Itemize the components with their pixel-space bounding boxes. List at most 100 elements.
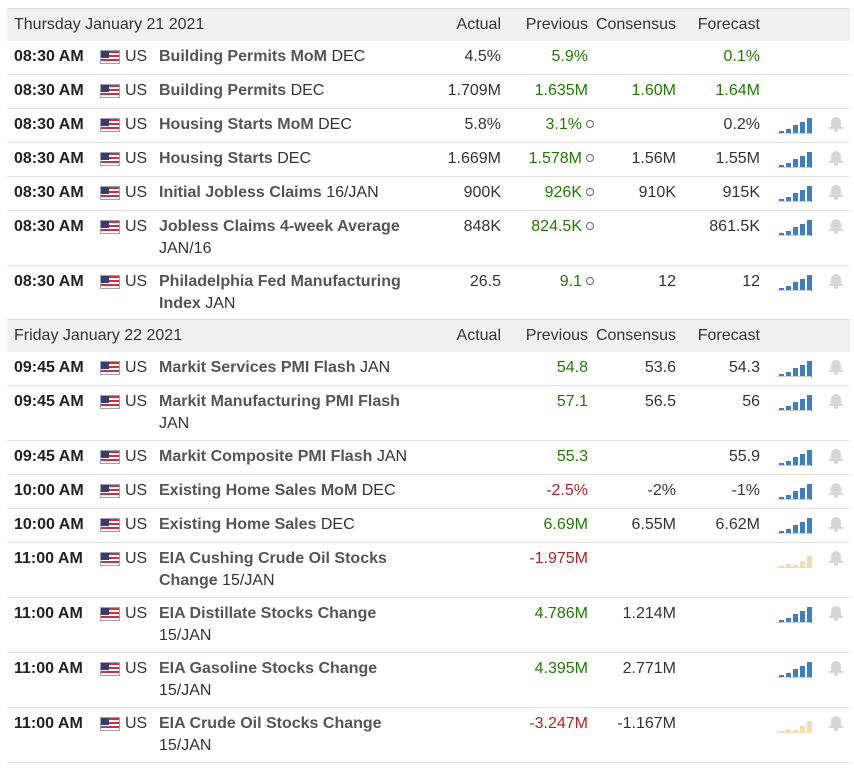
event-row[interactable]: 11:00 AM US EIA Distillate Stocks Change 1… <box>7 598 850 653</box>
bar-chart-icon[interactable] <box>777 484 812 500</box>
bar-chart-icon[interactable] <box>777 361 812 377</box>
spark-bar <box>800 522 805 534</box>
bar-chart-icon[interactable] <box>777 662 812 678</box>
event-consensus: 12 <box>658 273 676 290</box>
event-row[interactable]: 08:30 AM US Building Permits DEC 1.709M 1.63… <box>7 75 850 109</box>
event-title[interactable]: Building Permits DEC <box>159 80 409 102</box>
event-row[interactable]: 10:00 AM US Existing Home Sales MoM DEC -2.… <box>7 475 850 509</box>
revised-dot-icon[interactable] <box>586 153 594 162</box>
bar-chart-icon[interactable] <box>777 450 812 466</box>
bell-icon[interactable] <box>829 660 843 676</box>
event-name[interactable]: Housing Starts MoM <box>159 116 314 133</box>
event-previous: 9.1 <box>560 271 594 293</box>
event-row[interactable]: 08:30 AM US Housing Starts DEC 1.669M 1.578M… <box>7 143 850 177</box>
bell-icon[interactable] <box>829 184 843 200</box>
event-title[interactable]: Markit Manufacturing PMI Flash JAN <box>159 391 409 435</box>
event-name[interactable]: Building Permits <box>159 82 287 99</box>
col-header-consensus[interactable]: Consensus <box>595 327 676 344</box>
event-name[interactable]: Existing Home Sales <box>159 516 317 533</box>
event-name[interactable]: Markit Manufacturing PMI Flash <box>159 393 400 410</box>
us-flag-icon <box>100 152 120 166</box>
event-title[interactable]: Building Permits MoM DEC <box>159 46 409 68</box>
bar-chart-icon[interactable] <box>777 118 812 134</box>
event-title[interactable]: Jobless Claims 4-week Average JAN/16 <box>159 216 409 260</box>
revised-dot-icon[interactable] <box>586 276 594 285</box>
revised-dot-icon[interactable] <box>586 187 594 196</box>
event-row[interactable]: 11:00 AM US EIA Crude Oil Stocks Change 15… <box>7 708 850 763</box>
bell-icon[interactable] <box>829 359 843 375</box>
bell-icon[interactable] <box>829 273 843 289</box>
bar-chart-icon[interactable] <box>777 152 812 168</box>
event-name[interactable]: EIA Crude Oil Stocks Change <box>159 715 382 732</box>
event-name[interactable]: Building Permits MoM <box>159 48 327 65</box>
spark-bar <box>807 721 812 733</box>
event-row[interactable]: 11:00 AM US EIA Gasoline Stocks Change 15/… <box>7 653 850 708</box>
event-title[interactable]: Existing Home Sales DEC <box>159 514 409 536</box>
event-row[interactable]: 08:30 AM US Philadelphia Fed Manufacturing… <box>7 266 850 321</box>
bell-icon[interactable] <box>829 393 843 409</box>
event-title[interactable]: Markit Services PMI Flash JAN <box>159 357 409 379</box>
bar-chart-icon[interactable] <box>777 552 812 568</box>
event-title[interactable]: Initial Jobless Claims 16/JAN <box>159 182 409 204</box>
event-title[interactable]: EIA Gasoline Stocks Change 15/JAN <box>159 658 409 702</box>
event-name[interactable]: Existing Home Sales MoM <box>159 482 358 499</box>
bar-chart-icon[interactable] <box>777 275 812 291</box>
event-name[interactable]: Markit Composite PMI Flash <box>159 448 373 465</box>
event-country: US <box>125 715 148 732</box>
event-name[interactable]: Philadelphia Fed Manufacturing Index <box>159 273 401 312</box>
col-header-actual[interactable]: Actual <box>456 16 501 33</box>
event-name[interactable]: EIA Gasoline Stocks Change <box>159 660 378 677</box>
bar-chart-icon[interactable] <box>777 717 812 733</box>
event-title[interactable]: EIA Cushing Crude Oil Stocks Change 15/J… <box>159 548 409 592</box>
spark-bar <box>786 231 791 236</box>
event-row[interactable]: 09:45 AM US Markit Services PMI Flash JAN 5… <box>7 352 850 386</box>
event-row[interactable]: 10:00 AM US Existing Home Sales DEC 6.69M 6.… <box>7 509 850 543</box>
event-title[interactable]: Markit Composite PMI Flash JAN <box>159 446 409 468</box>
revised-dot-icon[interactable] <box>586 119 594 128</box>
event-name[interactable]: EIA Distillate Stocks Change <box>159 605 377 622</box>
event-title[interactable]: Housing Starts DEC <box>159 148 409 170</box>
event-row[interactable]: 08:30 AM US Building Permits MoM DEC 4.5% 5.… <box>7 41 850 75</box>
event-row[interactable]: 09:45 AM US Markit Manufacturing PMI Flash… <box>7 386 850 441</box>
bar-chart-icon[interactable] <box>777 220 812 236</box>
event-title[interactable]: EIA Crude Oil Stocks Change 15/JAN <box>159 713 409 757</box>
event-name[interactable]: Housing Starts <box>159 150 273 167</box>
spark-bar <box>793 457 798 466</box>
bell-icon[interactable] <box>829 550 843 566</box>
bar-chart-icon[interactable] <box>777 518 812 534</box>
event-row[interactable]: 08:30 AM US Housing Starts MoM DEC 5.8% 3.1%… <box>7 109 850 143</box>
bell-icon[interactable] <box>829 605 843 621</box>
event-name[interactable]: EIA Cushing Crude Oil Stocks Change <box>159 550 387 589</box>
event-name[interactable]: Initial Jobless Claims <box>159 184 322 201</box>
bar-chart-icon[interactable] <box>777 186 812 202</box>
bell-icon[interactable] <box>829 218 843 234</box>
event-title[interactable]: Philadelphia Fed Manufacturing Index JAN <box>159 271 409 315</box>
event-previous: 4.786M <box>535 603 588 625</box>
event-title[interactable]: EIA Distillate Stocks Change 15/JAN <box>159 603 409 647</box>
bell-icon[interactable] <box>829 516 843 532</box>
revised-dot-icon[interactable] <box>586 221 594 230</box>
event-consensus: 1.214M <box>622 605 676 622</box>
bar-chart-icon[interactable] <box>777 395 812 411</box>
event-row[interactable]: 08:30 AM US Jobless Claims 4-week Average … <box>7 211 850 266</box>
col-header-previous[interactable]: Previous <box>525 327 588 344</box>
bell-icon[interactable] <box>829 448 843 464</box>
bar-chart-icon[interactable] <box>777 607 812 623</box>
col-header-actual[interactable]: Actual <box>456 327 501 344</box>
bell-icon[interactable] <box>829 116 843 132</box>
event-title[interactable]: Existing Home Sales MoM DEC <box>159 480 409 502</box>
event-title[interactable]: Housing Starts MoM DEC <box>159 114 409 136</box>
col-header-consensus[interactable]: Consensus <box>595 16 676 33</box>
event-row[interactable]: 11:00 AM US EIA Cushing Crude Oil Stocks C… <box>7 543 850 598</box>
col-header-previous[interactable]: Previous <box>525 16 588 33</box>
col-header-forecast[interactable]: Forecast <box>697 327 760 344</box>
bell-icon[interactable] <box>829 482 843 498</box>
col-header-forecast[interactable]: Forecast <box>697 16 760 33</box>
event-name[interactable]: Markit Services PMI Flash <box>159 359 356 376</box>
event-previous: 824.5K <box>531 216 594 238</box>
bell-icon[interactable] <box>829 715 843 731</box>
bell-icon[interactable] <box>829 150 843 166</box>
event-name[interactable]: Jobless Claims 4-week Average <box>159 218 400 235</box>
event-row[interactable]: 08:30 AM US Initial Jobless Claims 16/JAN 9… <box>7 177 850 211</box>
event-row[interactable]: 09:45 AM US Markit Composite PMI Flash JAN… <box>7 441 850 475</box>
